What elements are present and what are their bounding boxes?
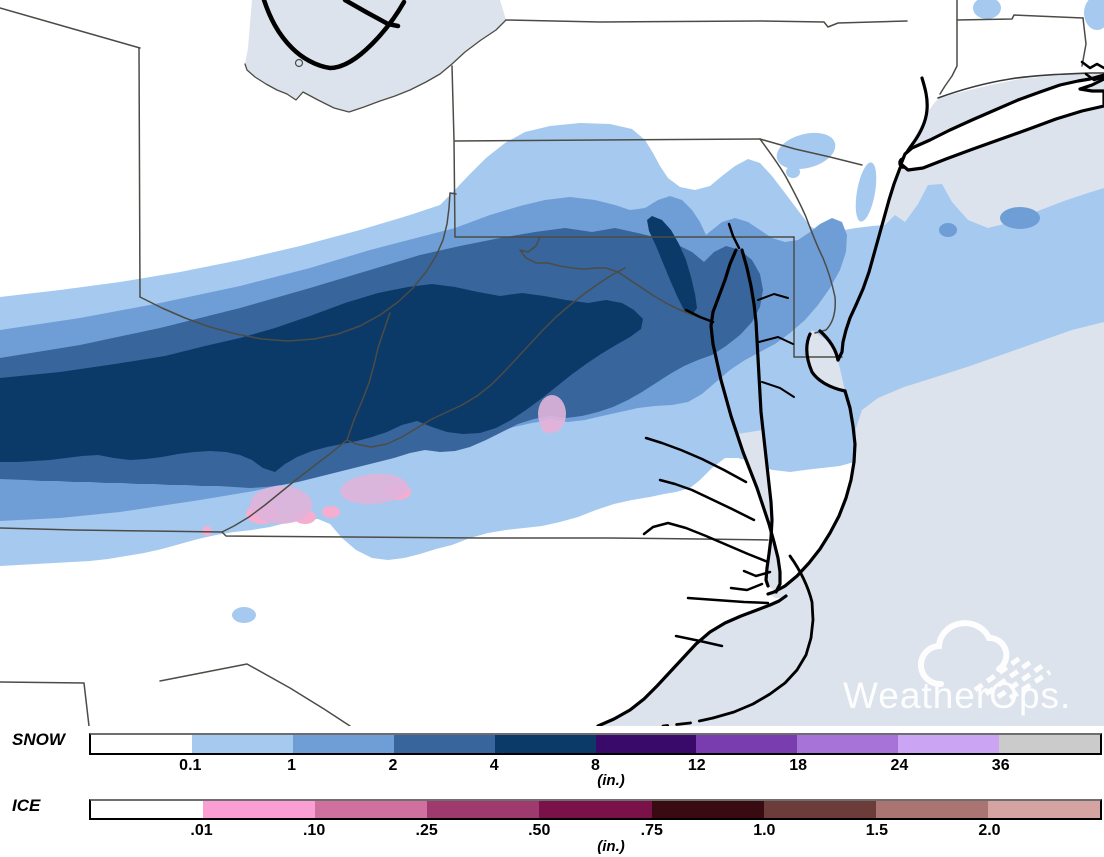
outer-banks-dashed — [661, 716, 715, 726]
susquehanna-river — [727, 222, 741, 250]
nc-mainland-coast — [596, 594, 788, 726]
snow-color-segment — [797, 735, 899, 753]
ice-color-segment — [315, 801, 428, 818]
ice-tick-label: .25 — [415, 822, 438, 839]
hampton-roads — [729, 569, 772, 592]
york-river — [658, 478, 756, 522]
outer-banks — [711, 554, 815, 720]
new-jersey-coast — [836, 166, 902, 362]
snow-color-segment — [595, 735, 697, 753]
snow-patch — [786, 166, 800, 178]
snow-accumulation-contours — [0, 0, 1104, 623]
snow-tick-label: 24 — [890, 757, 909, 774]
ice-blob — [340, 473, 408, 505]
snow-tick-label: 8 — [591, 757, 600, 774]
ice-color-segment — [539, 801, 652, 818]
ice-tick-label: 2.0 — [978, 822, 1001, 839]
ice-tick-label: 1.5 — [865, 822, 888, 839]
snow-tick-label: 0.1 — [179, 757, 202, 774]
rappahannock-river — [644, 436, 748, 484]
snow-patch — [855, 162, 877, 222]
james-river — [642, 521, 770, 564]
ice-tick-label: 1.0 — [753, 822, 776, 839]
ice-tick-label: .01 — [190, 822, 213, 839]
choptank-river — [758, 336, 794, 345]
lake-erie — [245, 0, 506, 112]
snow-tick-label: 1 — [287, 757, 297, 774]
snow-color-segment — [393, 735, 495, 753]
lake-erie-border-stub — [342, 0, 401, 29]
ice-color-segment — [875, 801, 988, 818]
coastlines — [261, 0, 1104, 726]
ice-unit-label: (in.) — [597, 838, 625, 855]
delmarva-coast — [766, 389, 857, 596]
ice-color-segment — [763, 801, 876, 818]
snow-patch — [1000, 207, 1040, 229]
forecast-map: WeatherOps. — [0, 0, 1104, 726]
snow-band-4 — [0, 284, 643, 472]
chesapeake-west-shore — [709, 248, 782, 594]
ice-color-scale — [89, 799, 1102, 820]
ice-color-segment — [91, 801, 204, 818]
delaware-bay-west-shore — [805, 332, 847, 393]
rhode-island-coast — [1080, 60, 1104, 82]
snow-scale-ticks: 0.1 1 2 4 8 12 18 24 36 — [89, 757, 1102, 777]
weatherops-logo: WeatherOps. — [843, 620, 1071, 716]
weatherops-hatch-icon — [973, 655, 1052, 701]
ice-color-segment — [203, 801, 316, 818]
snow-tick-label: 36 — [991, 757, 1010, 774]
snow-tick-label: 4 — [489, 757, 499, 774]
nanticoke-river — [761, 381, 795, 398]
snow-color-scale — [89, 733, 1102, 755]
long-island — [899, 73, 1104, 172]
snow-patch — [1084, 0, 1104, 30]
state-borders — [0, 0, 1104, 726]
ice-blob — [322, 506, 340, 518]
snow-tick-label: 12 — [687, 757, 706, 774]
weatherops-logo-text: WeatherOps. — [843, 675, 1071, 716]
snow-color-segment — [292, 735, 394, 753]
snow-color-segment — [494, 735, 596, 753]
snow-tick-label: 2 — [388, 757, 398, 774]
chester-river — [757, 293, 789, 301]
snow-legend-label: SNOW — [12, 730, 65, 749]
pamlico-river — [674, 634, 724, 648]
snow-color-segment — [191, 735, 293, 753]
ice-blob — [538, 395, 566, 433]
ice-legend-label: ICE — [12, 796, 41, 815]
albemarle-sound — [686, 596, 770, 605]
snow-patch — [973, 0, 1001, 19]
ice-color-segment — [651, 801, 764, 818]
weatherops-cloud-icon — [917, 620, 1010, 688]
snow-band-4-finger — [647, 216, 697, 315]
chesapeake-east-shore — [740, 248, 774, 588]
snow-patch — [232, 607, 256, 623]
ice-blob — [202, 526, 212, 536]
lake-erie-border — [261, 0, 407, 71]
snow-color-segment — [898, 735, 1000, 753]
ice-tick-label: .10 — [302, 822, 326, 839]
ice-blob — [250, 486, 312, 524]
snow-color-segment — [91, 735, 192, 753]
snow-patch — [939, 223, 957, 237]
ice-color-segment — [987, 801, 1100, 818]
snow-unit-label: (in.) — [597, 772, 625, 789]
potomac-mouth — [684, 308, 715, 324]
ice-color-segment — [427, 801, 540, 818]
ice-tick-label: .75 — [640, 822, 663, 839]
ice-tick-label: .50 — [528, 822, 551, 839]
ice-scale-ticks: .01 .10 .25 .50 .75 1.0 1.5 2.0 — [89, 822, 1102, 842]
ice-accumulation-contours — [202, 395, 566, 536]
snow-color-segment — [696, 735, 798, 753]
snow-color-segment — [999, 735, 1101, 753]
snow-tick-label: 18 — [789, 757, 807, 774]
delaware-bay-east-shore — [818, 329, 840, 362]
